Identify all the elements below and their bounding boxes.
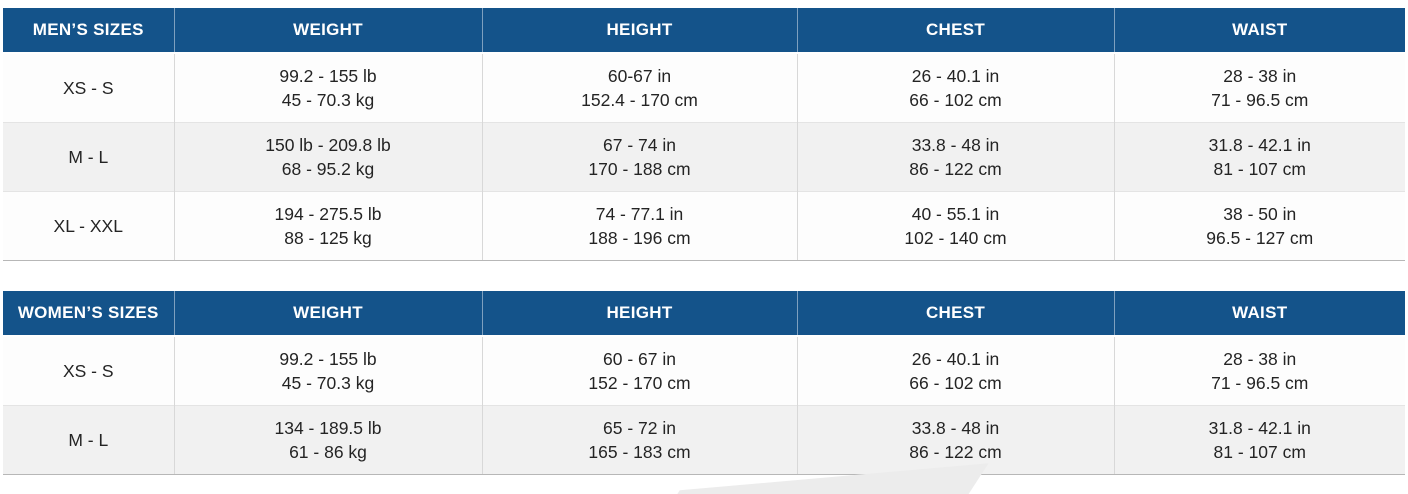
womens-size-table: WOMEN’S SIZES WEIGHT HEIGHT CHEST WAIST XS -… xyxy=(3,291,1405,475)
table-row: XS - S 99.2 - 155 lb 45 - 70.3 kg 60-67 in 1… xyxy=(3,53,1405,123)
cell-line: 194 - 275.5 lb xyxy=(274,204,382,224)
column-header-height: HEIGHT xyxy=(481,8,797,54)
table-row: M - L 134 - 189.5 lb 61 - 86 kg 65 - 72 in 1… xyxy=(3,405,1405,475)
measurement-cell: 99.2 - 155 lb 45 - 70.3 kg xyxy=(173,336,482,406)
measurement-cell: 40 - 55.1 in 102 - 140 cm xyxy=(796,191,1114,261)
cell-line: 60-67 in xyxy=(607,66,672,86)
measurement-cell: 33.8 - 48 in 86 - 122 cm xyxy=(796,405,1114,475)
cell-line: 170 - 188 cm xyxy=(588,159,691,179)
cell-line: 68 - 95.2 kg xyxy=(281,159,375,179)
cell-line: 60 - 67 in xyxy=(603,349,676,369)
column-header-chest: CHEST xyxy=(796,291,1114,337)
column-header-height: HEIGHT xyxy=(481,291,797,337)
cell-line: 28 - 38 in xyxy=(1223,349,1297,369)
womens-table-header: WOMEN’S SIZES WEIGHT HEIGHT CHEST WAIST xyxy=(3,291,1405,337)
cell-line: 40 - 55.1 in xyxy=(911,204,1000,224)
cell-line: 152.4 - 170 cm xyxy=(581,90,698,110)
table-row: M - L 150 lb - 209.8 lb 68 - 95.2 kg 67 - 7… xyxy=(3,122,1405,192)
size-range-cell: XS - S xyxy=(3,336,174,406)
cell-line: 86 - 122 cm xyxy=(909,442,1002,462)
measurement-cell: 150 lb - 209.8 lb 68 - 95.2 kg xyxy=(173,122,482,192)
cell-line: 45 - 70.3 kg xyxy=(281,90,375,110)
cell-line: 38 - 50 in xyxy=(1223,204,1297,224)
column-header-women-s-sizes: WOMEN’S SIZES xyxy=(3,291,174,337)
cell-line: 74 - 77.1 in xyxy=(595,204,684,224)
cell-line: 96.5 - 127 cm xyxy=(1206,228,1314,248)
mens-table-body: XS - S 99.2 - 155 lb 45 - 70.3 kg 60-67 in 1… xyxy=(3,53,1405,261)
measurement-cell: 60 - 67 in 152 - 170 cm xyxy=(481,336,797,406)
measurement-cell: 99.2 - 155 lb 45 - 70.3 kg xyxy=(173,53,482,123)
measurement-cell: 60-67 in 152.4 - 170 cm xyxy=(481,53,797,123)
column-header-waist: WAIST xyxy=(1113,291,1405,337)
measurement-cell: 134 - 189.5 lb 61 - 86 kg xyxy=(173,405,482,475)
cell-line: XL - XXL xyxy=(53,216,123,236)
cell-line: 26 - 40.1 in xyxy=(911,66,1000,86)
cell-line: 165 - 183 cm xyxy=(588,442,691,462)
size-range-cell: M - L xyxy=(3,405,174,475)
table-row: XS - S 99.2 - 155 lb 45 - 70.3 kg 60 - 67 i… xyxy=(3,336,1405,406)
cell-line: M - L xyxy=(68,147,109,167)
cell-line: 45 - 70.3 kg xyxy=(281,373,375,393)
header-row: WOMEN’S SIZES WEIGHT HEIGHT CHEST WAIST xyxy=(3,291,1405,337)
womens-table-body: XS - S 99.2 - 155 lb 45 - 70.3 kg 60 - 67 i… xyxy=(3,336,1405,475)
measurement-cell: 67 - 74 in 170 - 188 cm xyxy=(481,122,797,192)
cell-line: 66 - 102 cm xyxy=(909,373,1002,393)
column-header-chest: CHEST xyxy=(796,8,1114,54)
cell-line: 66 - 102 cm xyxy=(909,90,1002,110)
cell-line: 102 - 140 cm xyxy=(904,228,1007,248)
cell-line: 152 - 170 cm xyxy=(588,373,691,393)
cell-line: XS - S xyxy=(62,361,114,381)
measurement-cell: 38 - 50 in 96.5 - 127 cm xyxy=(1113,191,1405,261)
column-header-weight: WEIGHT xyxy=(173,8,482,54)
column-header-men-s-sizes: MEN’S SIZES xyxy=(3,8,174,54)
size-range-cell: M - L xyxy=(3,122,174,192)
cell-line: 188 - 196 cm xyxy=(588,228,691,248)
cell-line: 71 - 96.5 cm xyxy=(1211,90,1309,110)
measurement-cell: 31.8 - 42.1 in 81 - 107 cm xyxy=(1113,405,1405,475)
cell-line: XS - S xyxy=(62,78,114,98)
size-range-cell: XL - XXL xyxy=(3,191,174,261)
measurement-cell: 26 - 40.1 in 66 - 102 cm xyxy=(796,53,1114,123)
measurement-cell: 31.8 - 42.1 in 81 - 107 cm xyxy=(1113,122,1405,192)
cell-line: 134 - 189.5 lb xyxy=(274,418,382,438)
cell-line: 88 - 125 kg xyxy=(284,228,372,248)
header-row: MEN’S SIZES WEIGHT HEIGHT CHEST WAIST xyxy=(3,8,1405,54)
measurement-cell: 194 - 275.5 lb 88 - 125 kg xyxy=(173,191,482,261)
cell-line: 31.8 - 42.1 in xyxy=(1208,135,1311,155)
cell-line: 71 - 96.5 cm xyxy=(1211,373,1309,393)
cell-line: 65 - 72 in xyxy=(603,418,676,438)
measurement-cell: 28 - 38 in 71 - 96.5 cm xyxy=(1113,336,1405,406)
cell-line: 28 - 38 in xyxy=(1223,66,1297,86)
cell-line: 81 - 107 cm xyxy=(1213,442,1306,462)
cell-line: M - L xyxy=(68,430,109,450)
cell-line: 86 - 122 cm xyxy=(909,159,1002,179)
mens-table-header: MEN’S SIZES WEIGHT HEIGHT CHEST WAIST xyxy=(3,8,1405,54)
measurement-cell: 74 - 77.1 in 188 - 196 cm xyxy=(481,191,797,261)
measurement-cell: 65 - 72 in 165 - 183 cm xyxy=(481,405,797,475)
cell-line: 61 - 86 kg xyxy=(289,442,367,462)
cell-line: 150 lb - 209.8 lb xyxy=(265,135,391,155)
column-header-waist: WAIST xyxy=(1113,8,1405,54)
cell-line: 99.2 - 155 lb xyxy=(279,349,377,369)
cell-line: 33.8 - 48 in xyxy=(911,418,1000,438)
measurement-cell: 26 - 40.1 in 66 - 102 cm xyxy=(796,336,1114,406)
cell-line: 33.8 - 48 in xyxy=(911,135,1000,155)
measurement-cell: 28 - 38 in 71 - 96.5 cm xyxy=(1113,53,1405,123)
measurement-cell: 33.8 - 48 in 86 - 122 cm xyxy=(796,122,1114,192)
cell-line: 81 - 107 cm xyxy=(1213,159,1306,179)
cell-line: 31.8 - 42.1 in xyxy=(1208,418,1311,438)
cell-line: 67 - 74 in xyxy=(603,135,676,155)
table-row: XL - XXL 194 - 275.5 lb 88 - 125 kg 74 - 77… xyxy=(3,191,1405,261)
size-range-cell: XS - S xyxy=(3,53,174,123)
column-header-weight: WEIGHT xyxy=(173,291,482,337)
cell-line: 99.2 - 155 lb xyxy=(279,66,377,86)
mens-size-table: MEN’S SIZES WEIGHT HEIGHT CHEST WAIST XS - S… xyxy=(3,8,1405,261)
cell-line: 26 - 40.1 in xyxy=(911,349,1000,369)
